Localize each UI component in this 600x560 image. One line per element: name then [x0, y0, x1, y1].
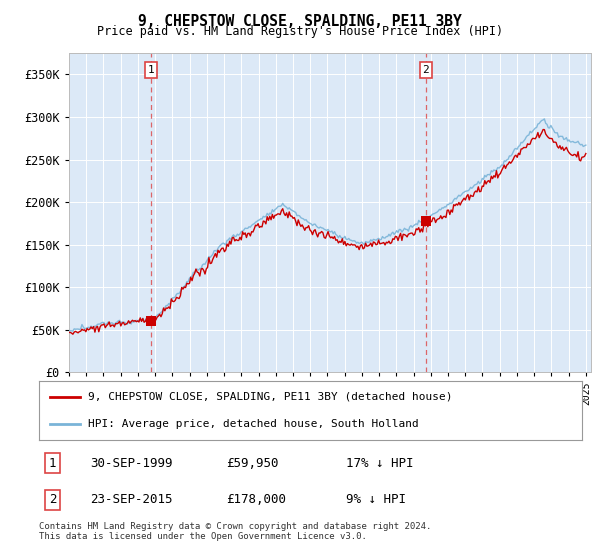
Text: Price paid vs. HM Land Registry's House Price Index (HPI): Price paid vs. HM Land Registry's House …: [97, 25, 503, 38]
Text: 2: 2: [422, 65, 430, 75]
Text: Contains HM Land Registry data © Crown copyright and database right 2024.
This d: Contains HM Land Registry data © Crown c…: [39, 522, 431, 542]
Text: 2: 2: [49, 493, 56, 506]
Text: 9, CHEPSTOW CLOSE, SPALDING, PE11 3BY (detached house): 9, CHEPSTOW CLOSE, SPALDING, PE11 3BY (d…: [88, 391, 452, 402]
Text: 1: 1: [49, 457, 56, 470]
Text: 30-SEP-1999: 30-SEP-1999: [91, 457, 173, 470]
Text: 23-SEP-2015: 23-SEP-2015: [91, 493, 173, 506]
Text: £178,000: £178,000: [226, 493, 286, 506]
Text: 17% ↓ HPI: 17% ↓ HPI: [346, 457, 413, 470]
Text: 1: 1: [148, 65, 154, 75]
Text: £59,950: £59,950: [226, 457, 279, 470]
Text: 9, CHEPSTOW CLOSE, SPALDING, PE11 3BY: 9, CHEPSTOW CLOSE, SPALDING, PE11 3BY: [138, 14, 462, 29]
Text: 9% ↓ HPI: 9% ↓ HPI: [346, 493, 406, 506]
Text: HPI: Average price, detached house, South Holland: HPI: Average price, detached house, Sout…: [88, 419, 419, 429]
